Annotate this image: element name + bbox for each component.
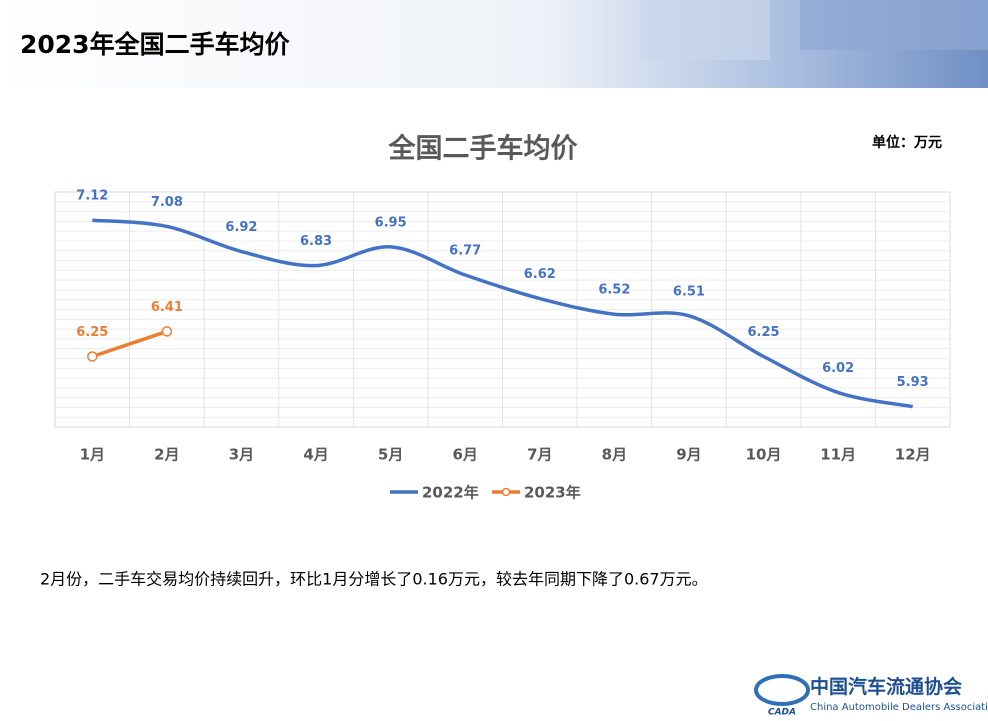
data-label: 6.52	[598, 283, 630, 298]
slide-title: 2023年全国二手车均价	[20, 30, 291, 59]
data-label: 6.51	[673, 284, 705, 299]
data-label: 6.95	[375, 215, 407, 230]
x-tick-label: 2月	[154, 446, 179, 464]
x-tick-label: 9月	[676, 446, 701, 464]
data-label: 6.41	[151, 300, 183, 315]
chart-title: 全国二手车均价	[388, 133, 579, 165]
data-label: 5.93	[897, 375, 929, 390]
x-tick-label: 12月	[895, 446, 931, 464]
x-tick-label: 6月	[452, 446, 477, 464]
x-tick-label: 10月	[746, 446, 782, 464]
series-line	[92, 218, 914, 409]
header-cube	[800, 0, 988, 50]
data-label: 7.12	[76, 189, 108, 204]
legend-marker	[501, 487, 511, 497]
x-tick-label: 5月	[378, 446, 403, 464]
org-name-en: China Automobile Dealers Association	[810, 702, 988, 713]
header-cube	[640, 0, 770, 60]
data-label: 6.62	[524, 267, 556, 282]
x-tick-label: 1月	[80, 446, 105, 464]
legend-label: 2022年	[422, 484, 479, 502]
logo-mark	[754, 674, 810, 706]
data-label: 6.25	[748, 325, 780, 340]
x-tick-label: 11月	[820, 446, 856, 464]
point-marker	[87, 351, 98, 362]
x-tick-label: 7月	[527, 446, 552, 464]
x-tick-label: 8月	[602, 446, 627, 464]
legend-label: 2023年	[524, 484, 581, 502]
data-label: 6.92	[225, 220, 257, 235]
unit-label: 单位：万元	[872, 134, 942, 151]
logo-text: CADA	[768, 708, 796, 718]
data-label: 6.77	[449, 244, 481, 259]
note-text: 2月份，二手车交易均价持续回升，环比1月分增长了0.16万元，较去年同期下降了0…	[40, 570, 708, 589]
x-tick-label: 4月	[303, 446, 328, 464]
data-label: 7.08	[151, 195, 183, 210]
data-label: 6.02	[822, 361, 854, 376]
grid	[55, 192, 950, 427]
x-tick-label: 3月	[229, 446, 254, 464]
point-marker	[161, 326, 173, 337]
data-label: 6.83	[300, 234, 332, 249]
data-label: 6.25	[76, 325, 108, 340]
org-name-cn: 中国汽车流通协会	[810, 675, 962, 698]
